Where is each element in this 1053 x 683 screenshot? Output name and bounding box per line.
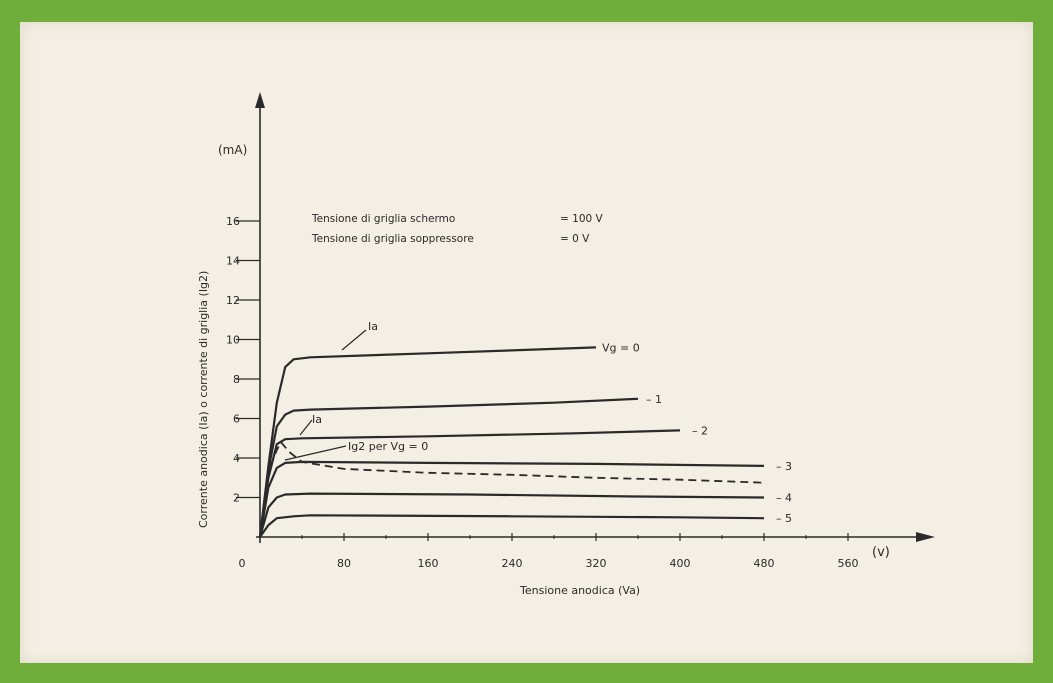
series-label: – 5 bbox=[776, 512, 792, 525]
annotation-ig2: Ig2 per Vg = 0 bbox=[348, 440, 428, 453]
series-line bbox=[258, 492, 765, 538]
x-tick-label: 80 bbox=[337, 557, 351, 570]
x-unit-label: (v) bbox=[872, 545, 890, 560]
annotation-ia-lower: Ia bbox=[312, 413, 322, 426]
x-axis-label: Tensione anodica (Va) bbox=[519, 584, 640, 597]
series-label: – 2 bbox=[692, 424, 708, 437]
x-tick-label: 240 bbox=[502, 557, 523, 570]
x-tick-label: 400 bbox=[670, 557, 691, 570]
x-tick-label: 160 bbox=[418, 557, 439, 570]
y-axis-label: Corrente anodica (Ia) o corrente di grig… bbox=[197, 271, 210, 528]
y-tick-label: 12 bbox=[226, 294, 240, 307]
series-line bbox=[258, 460, 765, 538]
y-tick-label: 8 bbox=[233, 373, 240, 386]
x-tick-label: 480 bbox=[754, 557, 775, 570]
condition-label-screen: Tensione di griglia schermo bbox=[311, 213, 455, 225]
y-axis-arrow bbox=[255, 92, 265, 108]
condition-label-suppressor: Tensione di griglia soppressore bbox=[311, 233, 474, 245]
series-line bbox=[269, 441, 765, 484]
series-line bbox=[258, 346, 597, 538]
series-line bbox=[259, 514, 765, 538]
chart-paper bbox=[20, 22, 1033, 663]
y-tick-label: 16 bbox=[226, 215, 240, 228]
y-tick-label: 2 bbox=[233, 492, 240, 505]
series-label: – 4 bbox=[776, 492, 792, 505]
x-tick-label: 0 bbox=[239, 557, 246, 570]
y-tick-label: 4 bbox=[233, 452, 240, 465]
y-unit-label: (mA) bbox=[218, 143, 247, 157]
ia-upper-leader bbox=[341, 329, 367, 351]
ig2-leader bbox=[284, 445, 347, 461]
series-line bbox=[258, 397, 639, 538]
x-tick-label: 320 bbox=[586, 557, 607, 570]
y-tick-label: 14 bbox=[226, 255, 240, 268]
x-axis-arrow bbox=[916, 532, 935, 542]
y-tick-label: 6 bbox=[233, 413, 240, 426]
y-tick-label: 10 bbox=[226, 334, 240, 347]
ia-lower-leader bbox=[299, 419, 313, 436]
series-label: – 1 bbox=[646, 393, 662, 406]
condition-value-screen: = 100 V bbox=[560, 213, 604, 225]
condition-value-suppressor: = 0 V bbox=[560, 233, 590, 245]
series-label: Vg = 0 bbox=[602, 341, 640, 354]
x-tick-label: 560 bbox=[838, 557, 859, 570]
series-label: – 3 bbox=[776, 460, 792, 473]
series-line bbox=[258, 429, 681, 538]
annotation-ia-upper: Ia bbox=[368, 320, 378, 333]
